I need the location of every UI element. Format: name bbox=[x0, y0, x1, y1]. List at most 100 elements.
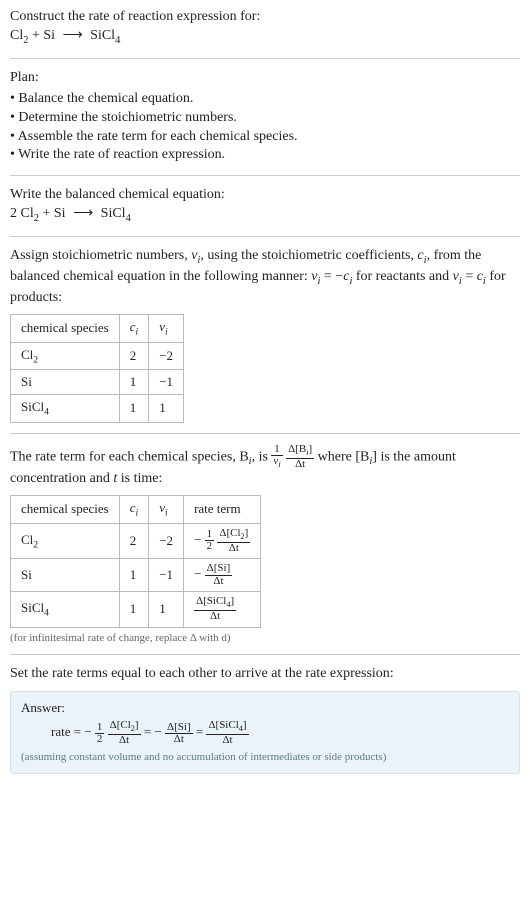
frac-num: Δ[Cl2] bbox=[108, 720, 141, 735]
bracket-close: ] bbox=[243, 719, 247, 731]
frac-den: 2 bbox=[95, 734, 105, 746]
frac-num: Δ[SiCl4] bbox=[206, 720, 248, 735]
equals-neg: = − bbox=[320, 269, 343, 284]
frac-dcl2-dt: Δ[Cl2]Δt bbox=[217, 528, 250, 554]
cell-species: SiCl4 bbox=[11, 395, 120, 423]
col-ci: ci bbox=[119, 496, 149, 524]
balanced-equation: 2 Cl2 + Si ⟶ SiCl4 bbox=[10, 205, 520, 226]
frac-den: Δt bbox=[108, 735, 141, 747]
cell-vi: 1 bbox=[149, 395, 184, 423]
rate-expression: rate = − 12 Δ[Cl2]Δt = − Δ[Si]Δt = Δ[SiC… bbox=[21, 720, 509, 746]
rate-text: where [B bbox=[318, 449, 370, 464]
bracket-close: ] bbox=[231, 595, 235, 607]
delta-t: Δt bbox=[295, 458, 305, 470]
frac-1-over-nu: 1 νi bbox=[271, 444, 282, 470]
assign-text: , using the stoichiometric coefficients, bbox=[200, 248, 417, 263]
delta-conc: Δ[B bbox=[288, 443, 306, 455]
arrow-icon: ⟶ bbox=[69, 205, 97, 224]
bracket-close: ] bbox=[135, 719, 139, 731]
rate-text: The rate term for each chemical species,… bbox=[10, 449, 249, 464]
cell-ci: 2 bbox=[119, 342, 149, 370]
plan-item: Determine the stoichiometric numbers. bbox=[10, 109, 520, 128]
equals: = bbox=[196, 725, 207, 740]
frac-den: Δt bbox=[165, 734, 193, 746]
rate-term-table: chemical species ci νi rate term Cl2 2 −… bbox=[10, 495, 261, 627]
frac-den: 2 bbox=[205, 541, 215, 553]
delta-conc: Δ[SiCl bbox=[208, 719, 238, 731]
frac-den: Δt bbox=[206, 735, 248, 747]
neg-sign: − bbox=[194, 566, 201, 581]
species-sicl4: SiCl bbox=[101, 206, 126, 221]
cell-ci: 1 bbox=[119, 395, 149, 423]
cell-ci: 1 bbox=[119, 370, 149, 395]
neg-sign: − bbox=[154, 725, 161, 740]
species-cl2: Cl bbox=[10, 28, 23, 43]
c-sub: i bbox=[136, 327, 139, 338]
assign-section: Assign stoichiometric numbers, νi, using… bbox=[10, 247, 520, 308]
cell-vi: −2 bbox=[149, 342, 184, 370]
frac-dsicl4-dt: Δ[SiCl4]Δt bbox=[194, 596, 236, 622]
plus-sign: + bbox=[28, 28, 43, 43]
arrow-icon: ⟶ bbox=[59, 27, 87, 46]
divider bbox=[10, 58, 520, 59]
delta-conc: Δ[SiCl bbox=[196, 595, 226, 607]
cell-rate: − Δ[Si]Δt bbox=[184, 559, 261, 592]
cell-ci: 1 bbox=[119, 559, 149, 592]
cell-species: Cl2 bbox=[11, 342, 120, 370]
stoich-table: chemical species ci νi Cl2 2 −2 Si 1 −1 … bbox=[10, 314, 184, 423]
rate-label: rate = bbox=[51, 725, 84, 740]
balanced-title: Write the balanced chemical equation: bbox=[10, 186, 520, 205]
plan-list: Balance the chemical equation. Determine… bbox=[10, 90, 520, 166]
frac-den: νi bbox=[271, 456, 282, 470]
c-sub: i bbox=[136, 508, 139, 519]
col-vi: νi bbox=[149, 315, 184, 343]
table-row: Si 1 −1 bbox=[11, 370, 184, 395]
cell-species: Cl2 bbox=[11, 523, 120, 558]
rate-text: , is bbox=[252, 449, 272, 464]
divider bbox=[10, 433, 520, 434]
table-row: Si 1 −1 − Δ[Si]Δt bbox=[11, 559, 261, 592]
header-title: Construct the rate of reaction expressio… bbox=[10, 8, 520, 27]
frac-den: Δt bbox=[194, 611, 236, 623]
table-row: SiCl4 1 1 Δ[SiCl4]Δt bbox=[11, 592, 261, 627]
cell-species: Si bbox=[11, 370, 120, 395]
bracket-close: ] bbox=[245, 527, 249, 539]
neg-sign: − bbox=[84, 725, 91, 740]
frac-num: Δ[SiCl4] bbox=[194, 596, 236, 611]
cell-vi: −1 bbox=[149, 559, 184, 592]
rate-term-section: The rate term for each chemical species,… bbox=[10, 444, 520, 489]
cell-vi: −2 bbox=[149, 523, 184, 558]
neg-sign: − bbox=[194, 532, 201, 547]
divider bbox=[10, 236, 520, 237]
col-vi: νi bbox=[149, 496, 184, 524]
species-name: Cl bbox=[21, 347, 33, 362]
species-cl2: Cl bbox=[21, 206, 34, 221]
table-row: SiCl4 1 1 bbox=[11, 395, 184, 423]
species-sub: 2 bbox=[33, 354, 38, 365]
frac-den: Δt bbox=[205, 576, 233, 588]
answer-box: Answer: rate = − 12 Δ[Cl2]Δt = − Δ[Si]Δt… bbox=[10, 691, 520, 773]
frac-num: Δ[Cl2] bbox=[217, 528, 250, 543]
balanced-section: Write the balanced chemical equation: 2 … bbox=[10, 186, 520, 226]
nu-sub: i bbox=[278, 461, 280, 470]
frac-half: 12 bbox=[205, 529, 215, 553]
frac-den: Δt bbox=[217, 543, 250, 555]
col-species: chemical species bbox=[11, 496, 120, 524]
cell-species: Si bbox=[11, 559, 120, 592]
bracket-close: ] bbox=[308, 443, 312, 455]
answer-title: Answer: bbox=[21, 700, 509, 716]
frac-dsicl4-dt: Δ[SiCl4]Δt bbox=[206, 720, 248, 746]
plan-item: Write the rate of reaction expression. bbox=[10, 146, 520, 165]
frac-dsi-dt: Δ[Si]Δt bbox=[205, 563, 233, 587]
divider bbox=[10, 654, 520, 655]
plan-item: Assemble the rate term for each chemical… bbox=[10, 128, 520, 147]
species-sub: 2 bbox=[33, 539, 38, 550]
cell-rate: − 12 Δ[Cl2]Δt bbox=[184, 523, 261, 558]
frac-num: Δ[Bi] bbox=[286, 444, 314, 459]
header: Construct the rate of reaction expressio… bbox=[10, 8, 520, 48]
frac-dsi-dt: Δ[Si]Δt bbox=[165, 722, 193, 746]
cell-ci: 2 bbox=[119, 523, 149, 558]
species-sicl4: SiCl bbox=[90, 28, 115, 43]
nu-sub: i bbox=[165, 327, 168, 338]
plus-sign: + bbox=[39, 206, 54, 221]
